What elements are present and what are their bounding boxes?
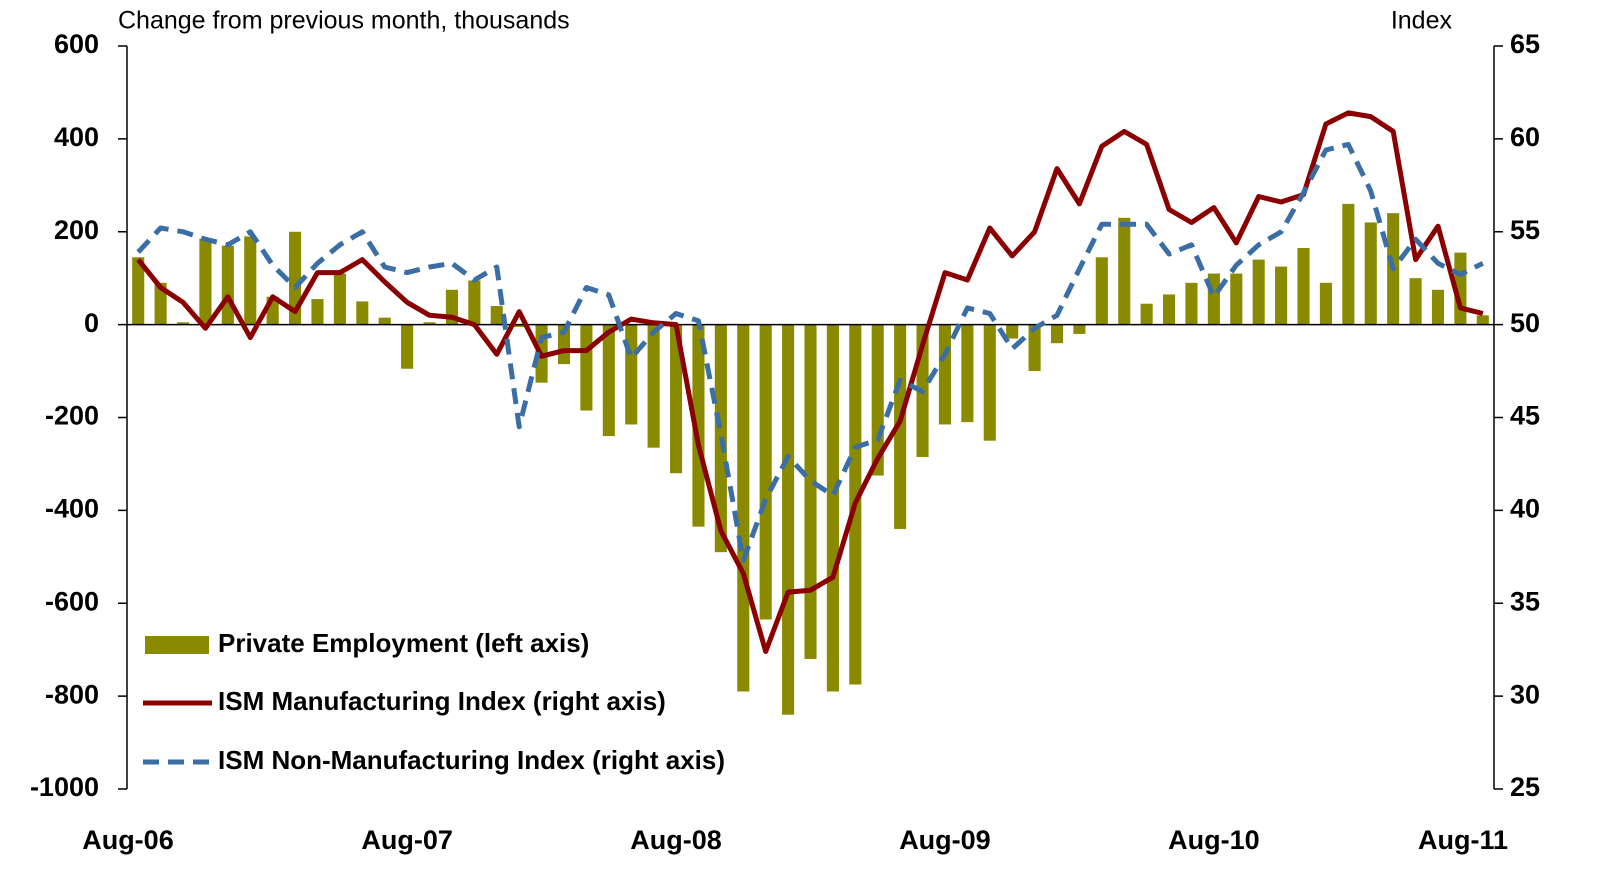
bar <box>1319 282 1332 325</box>
x-tick-label: Aug-11 <box>1418 825 1508 855</box>
bar <box>154 282 167 325</box>
y2-tick-label: 35 <box>1510 586 1540 616</box>
y-tick-label: -1000 <box>30 772 99 802</box>
bar <box>1095 257 1108 325</box>
bar <box>938 324 952 425</box>
bar <box>826 324 839 692</box>
bar <box>1073 324 1086 334</box>
y-tick-label: -600 <box>45 586 99 616</box>
x-tick-label: Aug-10 <box>1168 825 1260 855</box>
bar <box>782 324 795 715</box>
bar <box>311 299 324 325</box>
legend-swatch <box>145 636 209 654</box>
legend-label: ISM Non-Manufacturing Index (right axis) <box>218 745 725 775</box>
y2-tick-label: 40 <box>1510 494 1540 524</box>
bar <box>423 322 436 325</box>
legend-label: ISM Manufacturing Index (right axis) <box>218 686 666 716</box>
bar <box>1364 222 1377 325</box>
bar <box>647 324 660 448</box>
line-series <box>136 141 1484 563</box>
bar <box>356 301 369 325</box>
legend-label: Private Employment (left axis) <box>218 628 589 658</box>
y-tick-label: 200 <box>54 215 99 245</box>
bar <box>602 324 615 437</box>
x-tick-label: Aug-09 <box>899 825 991 855</box>
y-tick-label: -400 <box>45 494 99 524</box>
bar <box>490 306 503 325</box>
line-series <box>136 110 1484 654</box>
y2-tick-label: 50 <box>1510 308 1540 338</box>
bar <box>961 324 974 423</box>
bar <box>132 257 145 325</box>
bar <box>580 324 593 411</box>
bar <box>199 238 212 325</box>
bar <box>176 322 190 325</box>
y-tick-label: -200 <box>45 401 99 431</box>
bar <box>1252 259 1265 325</box>
bar <box>1275 266 1288 325</box>
bar <box>1342 203 1355 325</box>
bar <box>1431 289 1445 325</box>
bar <box>983 324 996 441</box>
bar <box>804 324 817 659</box>
bar <box>759 324 772 620</box>
y2-tick-label: 25 <box>1510 772 1540 802</box>
bar <box>894 324 907 529</box>
bar <box>221 245 234 325</box>
bar <box>1006 324 1019 339</box>
x-tick-label: Aug-07 <box>361 825 453 855</box>
bar <box>1409 278 1422 325</box>
bar <box>468 280 481 325</box>
bar <box>1297 248 1310 325</box>
y-tick-label: -800 <box>45 679 99 709</box>
y2-tick-label: 60 <box>1510 122 1540 152</box>
bar <box>378 317 391 325</box>
bar <box>1028 324 1041 372</box>
bar <box>1140 303 1153 325</box>
y-tick-label: 0 <box>84 308 99 338</box>
bar <box>513 324 526 327</box>
bar <box>669 324 683 474</box>
y2-tick-label: 45 <box>1510 401 1540 431</box>
y2-tick-label: 65 <box>1510 29 1540 59</box>
bar <box>1118 217 1131 325</box>
bar <box>244 236 257 325</box>
bar <box>737 324 750 692</box>
y2-tick-label: 30 <box>1510 679 1540 709</box>
bar <box>1476 315 1489 325</box>
y-tick-label: 400 <box>54 122 99 152</box>
y2-axis-title: Index <box>1391 7 1453 35</box>
bar <box>1185 282 1198 325</box>
y-axis-title: Change from previous month, thousands <box>118 7 570 35</box>
y2-tick-label: 55 <box>1510 215 1540 245</box>
bar <box>1230 273 1243 325</box>
y-tick-label: 600 <box>54 29 99 59</box>
x-tick-label: Aug-06 <box>82 825 174 855</box>
bar <box>1050 324 1064 344</box>
bar <box>1163 294 1176 325</box>
x-tick-label: Aug-08 <box>630 825 722 855</box>
bar <box>333 273 346 325</box>
bar <box>692 324 705 527</box>
bar <box>401 324 414 369</box>
